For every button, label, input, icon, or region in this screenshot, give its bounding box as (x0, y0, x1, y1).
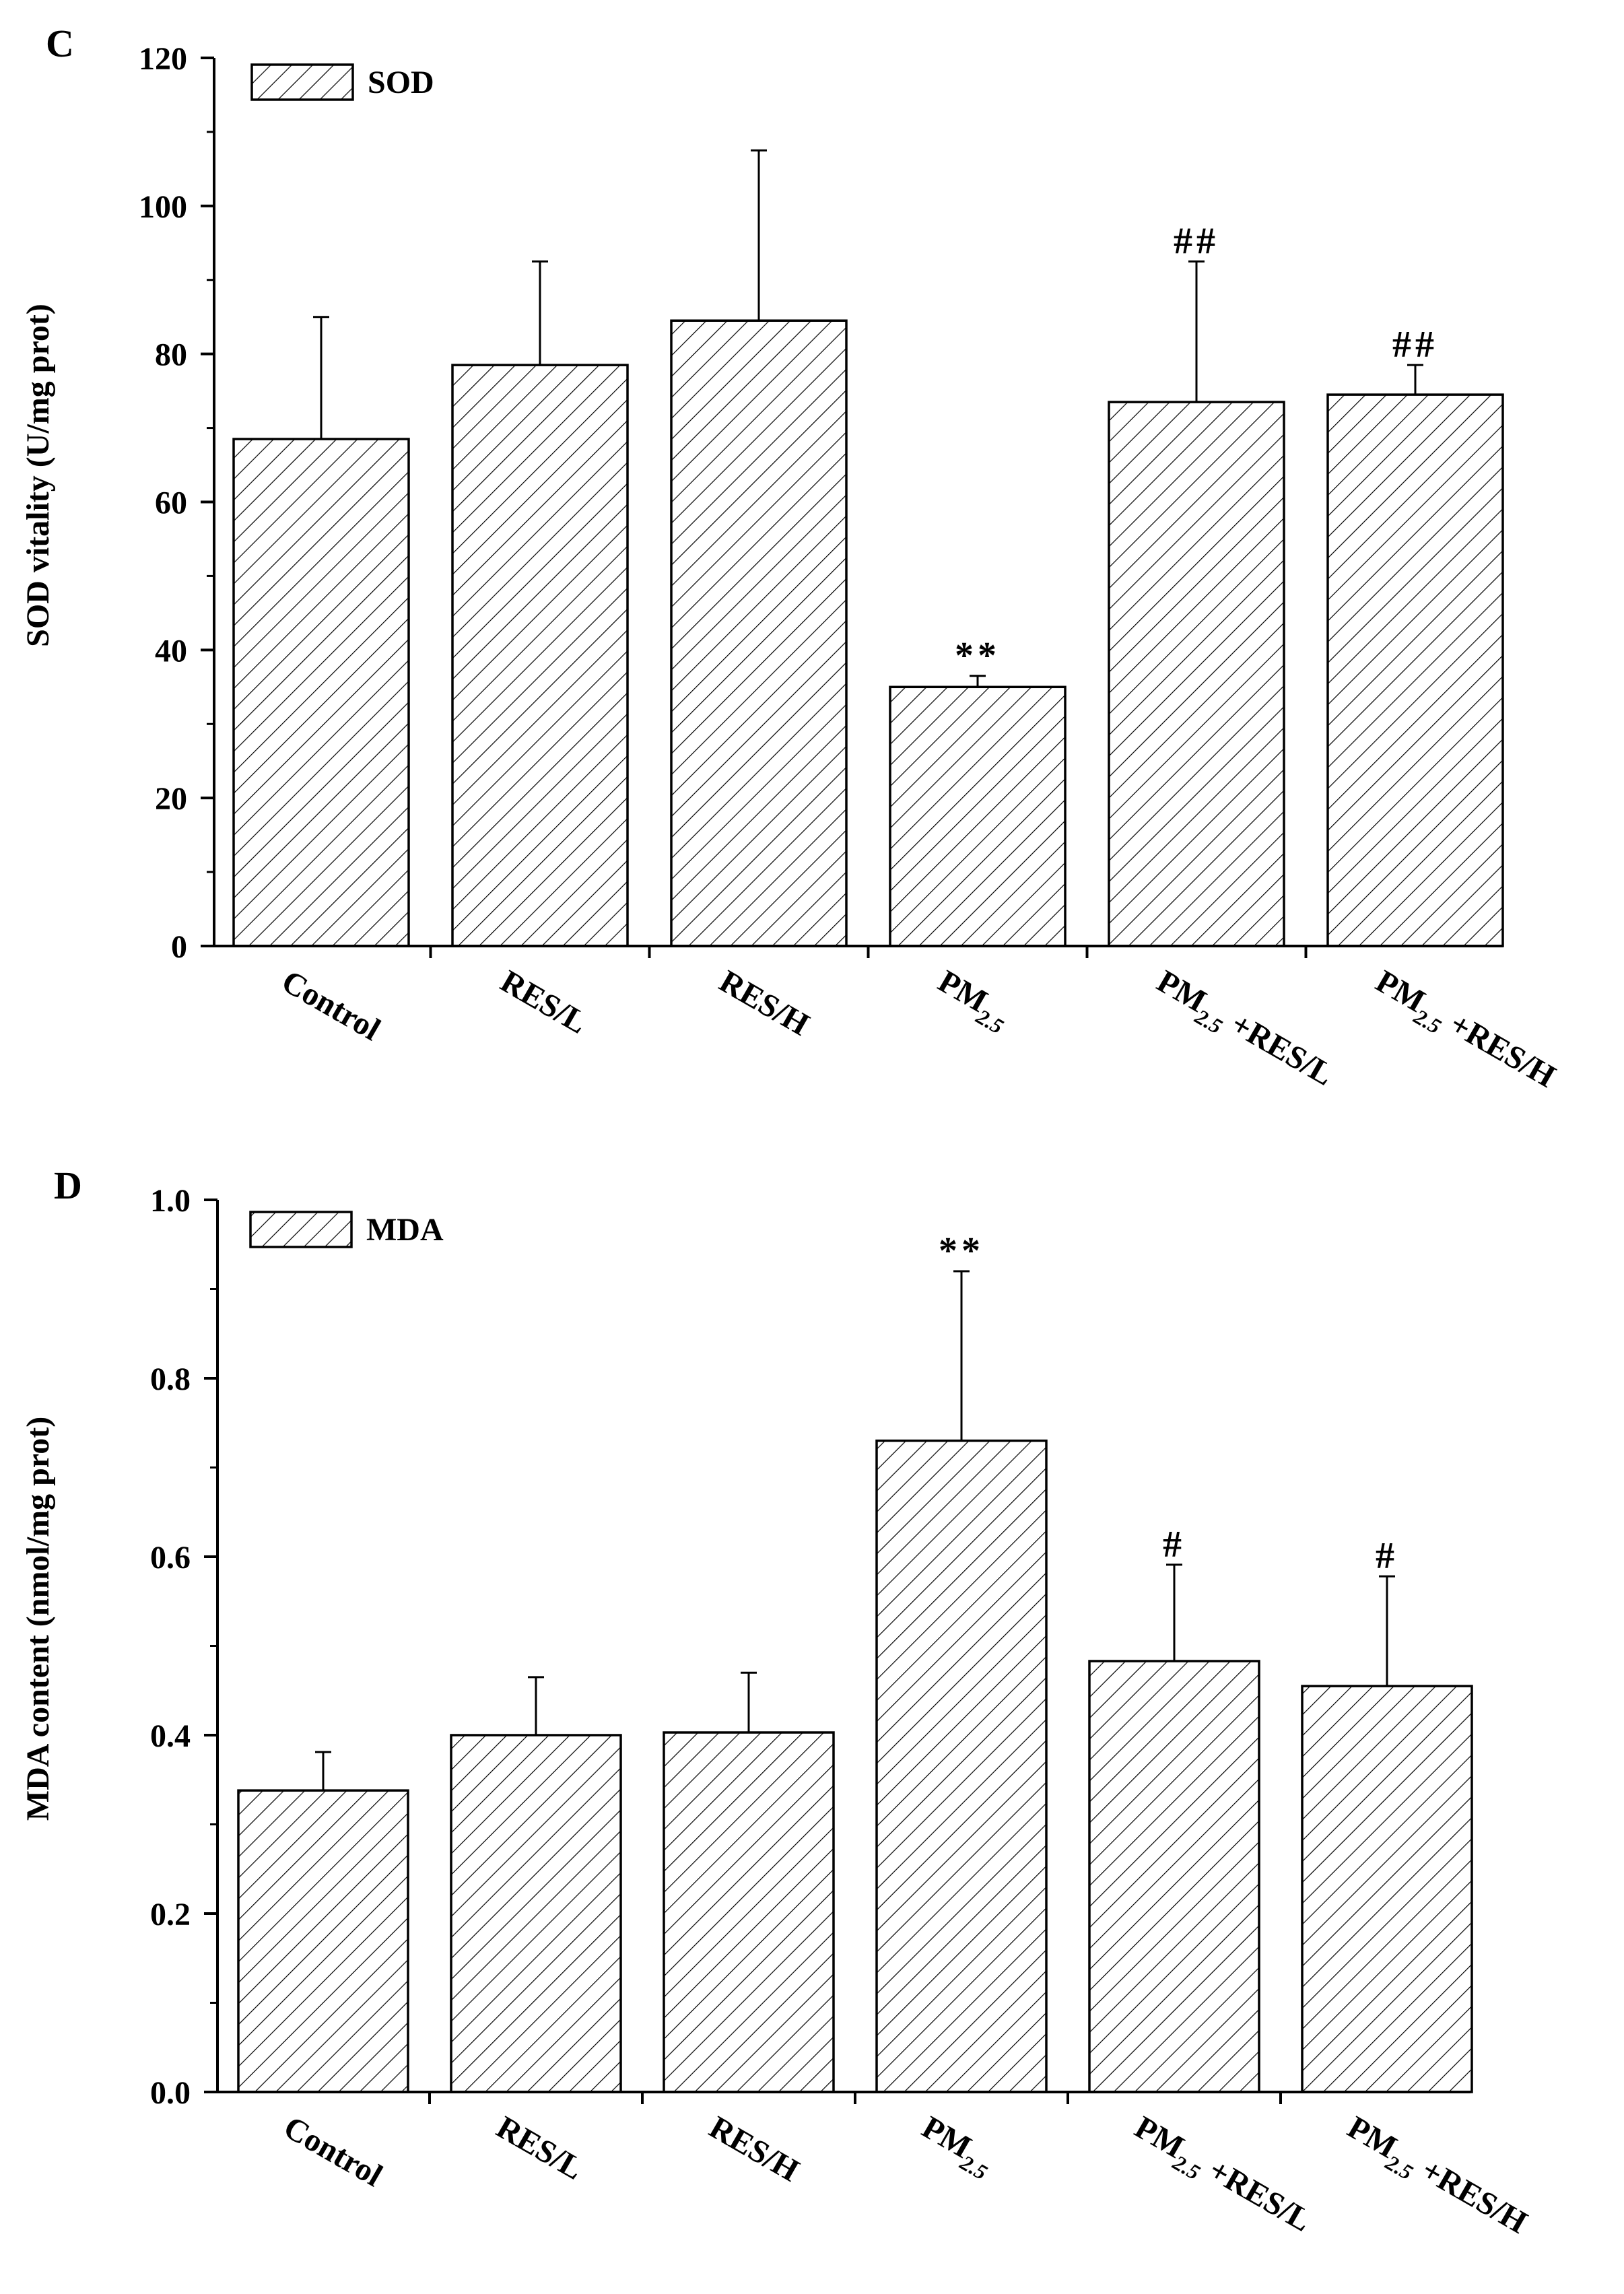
category-label-main: Control (276, 964, 386, 1048)
y-tick-label: 1.0 (150, 1183, 191, 1219)
category-label: Control (276, 964, 386, 1048)
y-tick-label: 0.6 (150, 1540, 191, 1576)
y-tick-label: 40 (155, 633, 187, 669)
legend-swatch (249, 1211, 353, 1248)
category-label: PM2.5 (929, 964, 1017, 1039)
bar (670, 319, 848, 947)
bar (875, 1440, 1048, 2093)
bar (232, 438, 410, 947)
significance-annotation: # (1163, 1524, 1186, 1565)
y-axis-label: SOD vitality (U/mg prot) (20, 304, 56, 647)
legend-label: SOD (368, 65, 434, 100)
sod-chart-panel: C 0 20 40 60 80 100 120 SOD vitality (U/mg prot)… (20, 22, 1562, 1101)
bar (663, 1731, 835, 2093)
significance-annotation: ** (955, 635, 1001, 677)
category-label-rest: +RES/L (1218, 1002, 1340, 1093)
mda-chart-panel: D 0.0 0.2 0.4 0.6 0.8 1.0 MDA content (nmol/mg … (20, 1163, 1534, 2247)
y-tick-label: 0.0 (150, 2075, 191, 2111)
significance-annotation: ** (939, 1230, 984, 1272)
panel-label: D (54, 1163, 82, 1207)
category-label: PM2.5 (913, 2110, 1001, 2185)
bar (1088, 1660, 1260, 2093)
category-label: RES/L (495, 964, 594, 1041)
category-label: RES/H (714, 964, 815, 1043)
y-tick-label: 0.4 (150, 1718, 191, 1754)
category-label-main: RES/L (491, 2110, 590, 2187)
category-label-rest: +RES/H (1409, 2148, 1533, 2241)
bar (450, 1734, 622, 2093)
category-label-rest: +RES/L (1196, 2148, 1318, 2239)
category-label-rest: +RES/H (1437, 1002, 1561, 1095)
y-tick-label: 0.2 (150, 1897, 191, 1932)
category-label-main: RES/H (714, 964, 815, 1043)
category-label: RES/L (491, 2110, 590, 2187)
legend-swatch (250, 63, 354, 101)
y-tick-label: 120 (139, 41, 187, 77)
legend-label: MDA (366, 1212, 444, 1248)
panel-label: C (46, 22, 74, 65)
y-tick-label: 20 (155, 781, 187, 817)
y-tick-label: 100 (139, 189, 187, 225)
category-label: PM2.5 +RES/H (1339, 2110, 1534, 2247)
category-label: RES/H (704, 2110, 805, 2189)
category-label: PM2.5 +RES/L (1148, 964, 1340, 1099)
bar (1326, 393, 1504, 947)
significance-annotation: ## (1174, 220, 1219, 262)
significance-annotation: ## (1392, 324, 1438, 366)
significance-annotation: # (1376, 1535, 1398, 1577)
category-label-main: Control (278, 2110, 388, 2194)
bar (1108, 401, 1285, 947)
bar (889, 685, 1067, 947)
y-tick-label: 60 (155, 485, 187, 521)
bar (237, 1789, 409, 2093)
category-label: Control (278, 2110, 388, 2194)
category-label-main: RES/L (495, 964, 594, 1041)
bar (451, 364, 629, 947)
y-tick-label: 0 (171, 929, 187, 965)
bar (1301, 1685, 1473, 2093)
category-label-main: RES/H (704, 2110, 805, 2189)
y-tick-label: 80 (155, 337, 187, 373)
category-label: PM2.5 +RES/H (1367, 964, 1562, 1101)
y-tick-label: 0.8 (150, 1361, 191, 1397)
category-label: PM2.5 +RES/L (1126, 2110, 1318, 2245)
y-axis-label: MDA content (nmol/mg prot) (20, 1417, 56, 1821)
